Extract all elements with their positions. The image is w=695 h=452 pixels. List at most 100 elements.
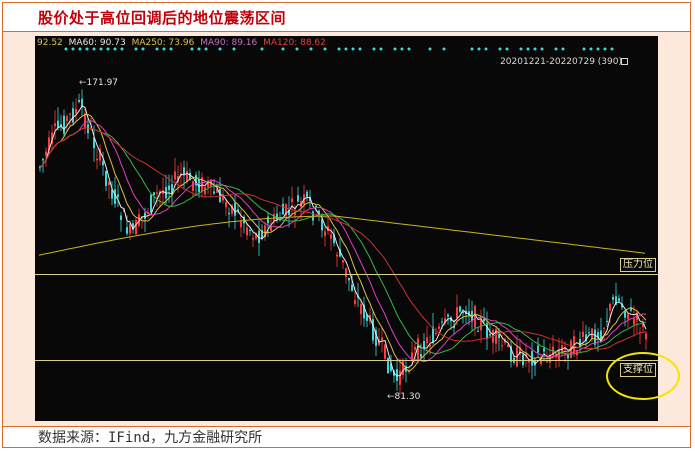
candle-body: [285, 204, 287, 216]
signal-marker: [106, 47, 110, 51]
signal-marker: [372, 47, 376, 51]
candle-body: [315, 205, 317, 208]
source-note: 数据来源：IFind，九方金融研究所: [38, 430, 263, 446]
candle-body: [615, 296, 617, 305]
candle-body: [618, 298, 620, 301]
candle-body: [45, 151, 47, 156]
candle-body: [81, 98, 83, 107]
candle-body: [633, 318, 635, 325]
signal-marker: [554, 47, 558, 51]
candle-body: [600, 330, 602, 342]
figure-frame: [2, 2, 691, 448]
candle-body: [384, 344, 386, 359]
candle-body: [414, 346, 416, 351]
signal-marker: [533, 47, 537, 51]
candle-body: [261, 230, 263, 240]
candle-body: [204, 187, 206, 195]
candle-body: [291, 198, 293, 203]
candle-body: [558, 349, 560, 362]
signal-marker: [393, 47, 397, 51]
candle-body: [639, 332, 641, 334]
signal-marker: [232, 47, 236, 51]
candle-body: [624, 311, 626, 318]
candle-body: [162, 190, 164, 194]
signal-marker: [477, 47, 481, 51]
candle-body: [339, 248, 341, 257]
candle-body: [333, 234, 335, 244]
candle-body: [276, 213, 278, 220]
signal-marker: [596, 47, 600, 51]
candle-body: [306, 191, 308, 197]
candle-body: [459, 306, 461, 312]
ma-line-green: [39, 127, 647, 355]
signal-marker: [260, 47, 264, 51]
signal-marker: [400, 47, 404, 51]
candle-body: [75, 108, 77, 114]
signal-marker: [190, 47, 194, 51]
candle-body: [153, 192, 155, 195]
candle-body: [453, 325, 455, 328]
date-range-label: 20201221-20220729 (390): [500, 57, 622, 67]
candlestick-plot: [38, 47, 647, 395]
candle-body: [48, 137, 50, 151]
candle-body: [66, 116, 68, 122]
candle-body: [402, 359, 404, 375]
candle-body: [534, 359, 536, 366]
candle-body: [219, 188, 221, 203]
candle-body: [129, 223, 131, 234]
candle-body: [144, 212, 146, 219]
candle-body: [273, 214, 275, 221]
signal-marker: [85, 47, 89, 51]
signal-marker: [92, 47, 96, 51]
candle-body: [294, 213, 296, 216]
candle-body: [372, 319, 374, 341]
stock-chart[interactable]: 92.52 MA60: 90.73 MA250: 73.96 MA90: 89.…: [35, 36, 680, 421]
candle-body: [342, 260, 344, 263]
signal-marker: [505, 47, 509, 51]
ma-line-short: [39, 105, 647, 377]
signal-marker: [78, 47, 82, 51]
support-highlight-ellipse: [606, 352, 680, 400]
candle-body: [585, 334, 587, 341]
candle-body: [483, 318, 485, 322]
ma60-value: MA60: 90.73: [68, 38, 126, 48]
candle-body: [282, 203, 284, 215]
signal-marker: [120, 47, 124, 51]
lock-icon[interactable]: [621, 58, 628, 65]
signal-marker: [582, 47, 586, 51]
signal-marker: [358, 47, 362, 51]
candle-body: [330, 234, 332, 239]
candle-body: [417, 338, 419, 360]
candle-body: [225, 201, 227, 208]
ma-line-red: [39, 127, 647, 350]
candle-body: [519, 347, 521, 355]
candle-body: [426, 337, 428, 344]
signal-marker: [589, 47, 593, 51]
candle-body: [324, 231, 326, 237]
candle-body: [486, 322, 488, 339]
candle-body: [42, 159, 44, 161]
candle-body: [510, 346, 512, 362]
candle-body: [99, 148, 101, 161]
candle-body: [420, 354, 422, 358]
candle-body: [543, 348, 545, 352]
candle-body: [120, 215, 122, 221]
candle-body: [579, 338, 581, 347]
signal-marker: [540, 47, 544, 51]
signal-marker: [162, 47, 166, 51]
signal-marker: [351, 47, 355, 51]
candle-body: [345, 268, 347, 277]
low-price-label: ←81.30: [387, 392, 421, 402]
signal-marker: [442, 47, 446, 51]
candle-body: [288, 209, 290, 215]
candle-body: [63, 115, 65, 134]
candle-body: [432, 326, 434, 344]
candle-body: [627, 314, 629, 320]
candle-body: [96, 158, 98, 161]
signal-marker: [71, 47, 75, 51]
candle-body: [522, 354, 524, 366]
candle-body: [381, 337, 383, 341]
candle-body: [171, 184, 173, 194]
candle-body: [375, 330, 377, 346]
candle-body: [636, 312, 638, 321]
